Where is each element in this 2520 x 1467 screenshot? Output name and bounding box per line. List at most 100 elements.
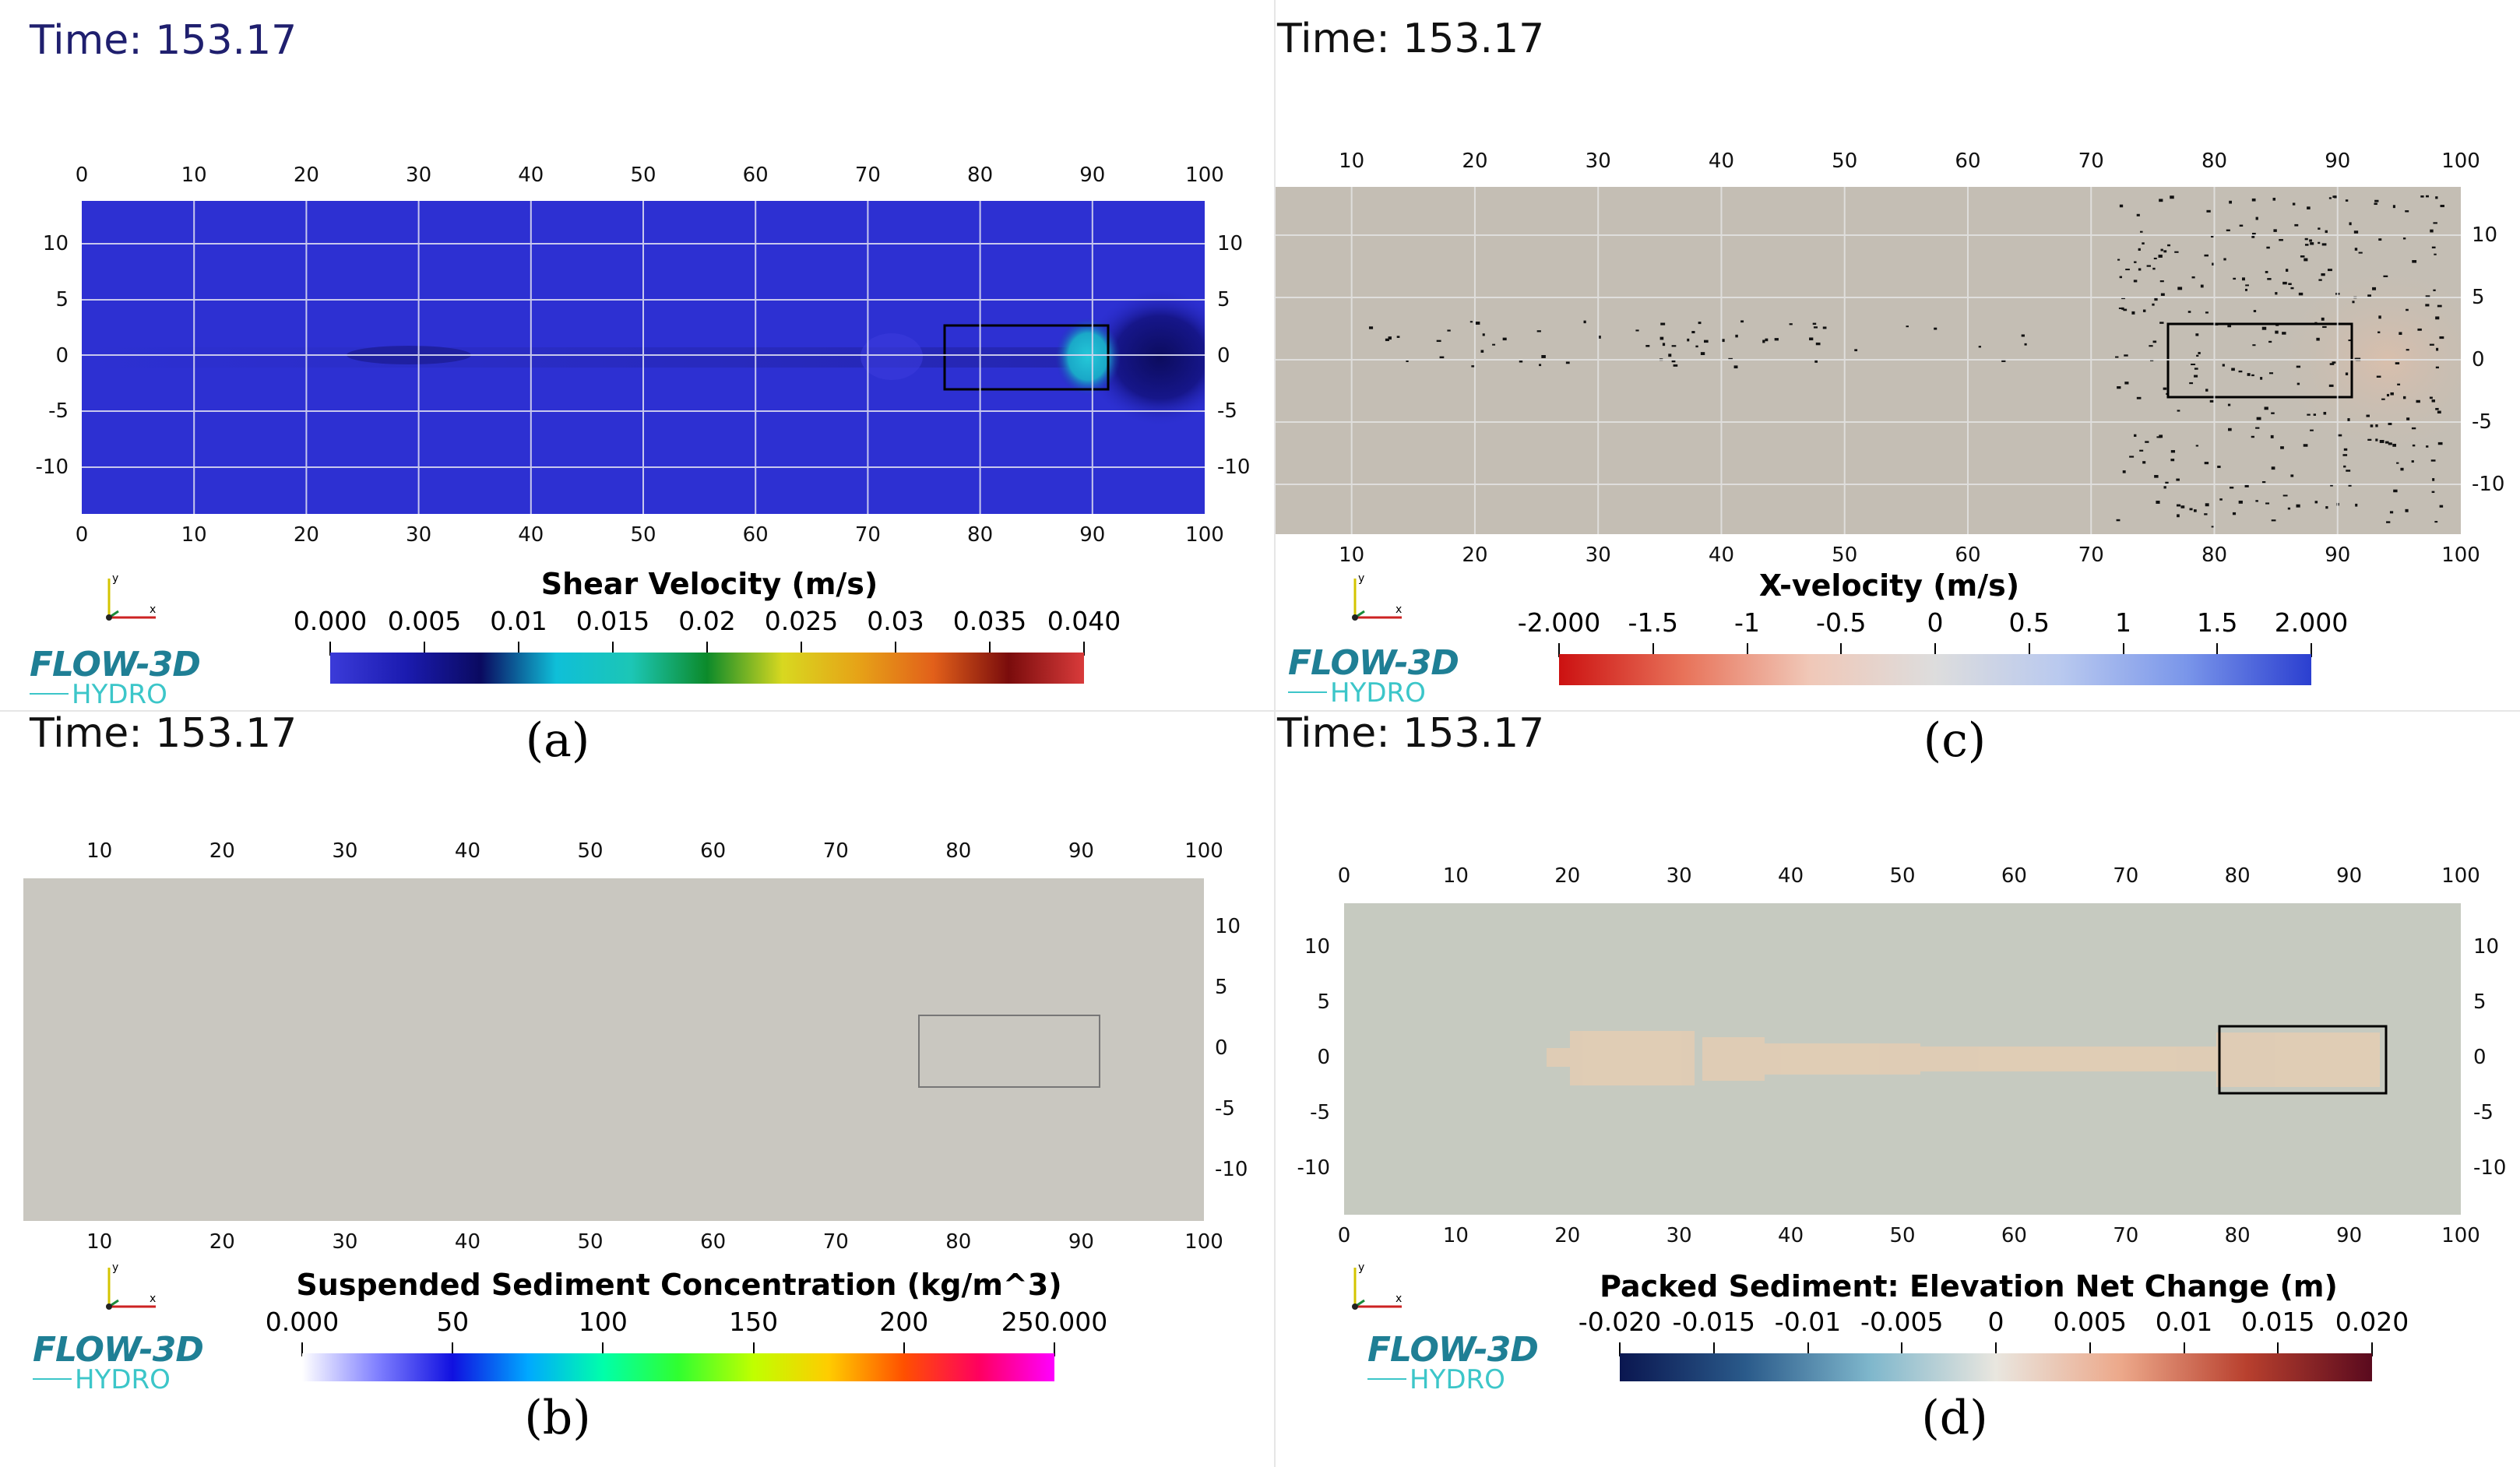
velocity-speck [2426, 445, 2429, 448]
logo-rule [1288, 691, 1327, 693]
velocity-speck [2142, 461, 2146, 464]
tick-label: 0 [1337, 1224, 1351, 1247]
tick-label: 90 [2336, 864, 2363, 888]
velocity-speck [1539, 364, 1542, 367]
velocity-speck [2412, 260, 2417, 263]
tick-label: 0 [2472, 348, 2485, 371]
tick-label: 90 [1079, 523, 1106, 547]
velocity-speck [2325, 230, 2328, 234]
tick-label: 0 [1317, 1046, 1330, 1069]
tick-label: -5 [1215, 1097, 1235, 1120]
tick-label: 10 [181, 523, 207, 547]
velocity-speck [2386, 521, 2391, 523]
vertical-divider [1274, 0, 1276, 1467]
tick-label: -5 [1217, 399, 1237, 424]
velocity-speck [1765, 338, 1769, 342]
velocity-speck [2390, 392, 2394, 396]
colorbar-title: X-velocity (m/s) [1758, 568, 2020, 603]
velocity-speck [2298, 292, 2304, 296]
velocity-speck [2159, 434, 2163, 438]
tick-label: 60 [742, 523, 769, 547]
velocity-speck [2195, 333, 2199, 336]
velocity-speck [2440, 204, 2444, 208]
velocity-speck [1480, 350, 1484, 353]
colorbar-tick-label: 1 [2115, 607, 2131, 638]
velocity-speck [2304, 244, 2309, 246]
velocity-speck [1368, 326, 1374, 329]
tick-label: 80 [2201, 544, 2228, 567]
velocity-speck [2332, 195, 2336, 199]
velocity-speck [2160, 293, 2165, 296]
velocity-speck [1854, 349, 1858, 352]
velocity-speck [2430, 229, 2434, 233]
velocity-speck [2239, 224, 2244, 227]
velocity-speck [2229, 200, 2232, 204]
velocity-speck [2145, 441, 2149, 443]
tick-label: 10 [2473, 935, 2500, 959]
velocity-speck [2233, 277, 2237, 280]
velocity-speck [2204, 462, 2209, 465]
velocity-speck [2332, 361, 2336, 364]
velocity-speck [2167, 244, 2171, 247]
velocity-speck [1671, 360, 1676, 363]
colorbar-tick-mark [1652, 643, 1654, 657]
velocity-speck [2223, 258, 2226, 261]
velocity-speck [2279, 238, 2283, 241]
svg-text:x: x [1396, 1293, 1402, 1305]
velocity-speck [2024, 343, 2027, 346]
tick-label: 30 [1666, 1224, 1692, 1247]
velocity-speck [2275, 330, 2279, 334]
velocity-speck [2244, 484, 2249, 487]
velocity-speck [2355, 503, 2358, 507]
velocity-speck [2280, 446, 2284, 449]
velocity-speck [2321, 243, 2327, 246]
colorbar-tick-mark [1995, 1342, 1997, 1356]
velocity-speck [2191, 276, 2195, 279]
velocity-speck [2303, 444, 2308, 447]
velocity-speck [2152, 303, 2155, 306]
velocity-speck [2425, 295, 2430, 298]
svg-text:x: x [1396, 603, 1402, 616]
velocity-speck [2198, 351, 2201, 354]
velocity-speck [2159, 199, 2163, 202]
tick-label: 90 [1068, 1230, 1094, 1254]
velocity-speck [1471, 365, 1475, 368]
tick-label: 90 [2325, 544, 2351, 567]
velocity-speck [2122, 470, 2126, 473]
velocity-speck [2124, 382, 2129, 385]
velocity-speck [2400, 467, 2404, 471]
tick-label: 10 [1215, 915, 1241, 938]
velocity-speck [1774, 338, 1779, 341]
colorbar-tick-label: 0.000 [265, 1307, 340, 1337]
velocity-speck [1541, 354, 1546, 358]
velocity-speck [2288, 283, 2292, 286]
velocity-speck [2149, 345, 2153, 347]
colorbar-title: Shear Velocity (m/s) [540, 567, 878, 601]
tick-label: 0 [55, 343, 69, 368]
colorbar [302, 1353, 1054, 1381]
velocity-speck [2353, 230, 2359, 234]
colorbar-tick-mark [2122, 643, 2124, 657]
velocity-speck [1482, 333, 1485, 336]
tick-label: 20 [293, 164, 319, 187]
velocity-speck [2325, 506, 2328, 509]
velocity-speck [2252, 344, 2256, 347]
panel-d: Time: 153.17 0 10 20 30 40 50 60 70 80 90 100 0 10 2… [1262, 701, 2520, 1467]
tick-label: -10 [1297, 1156, 1330, 1180]
velocity-speck [1436, 339, 1441, 343]
velocity-speck [2383, 275, 2388, 277]
velocity-speck [2435, 366, 2439, 369]
colorbar-tick-label: 0.040 [1047, 606, 1121, 636]
tick-label: 10 [42, 232, 69, 255]
svg-text:y: y [112, 572, 118, 585]
colorbar-tick-label: -1.5 [1628, 607, 1678, 638]
elevation-net-change-field [1344, 903, 2461, 1215]
velocity-speck [2374, 202, 2377, 206]
colorbar-tick-mark [2089, 1342, 2091, 1356]
tick-label: 10 [1339, 150, 1365, 173]
velocity-speck [1762, 339, 1765, 343]
velocity-speck [2384, 441, 2389, 444]
tick-label: -5 [2473, 1101, 2494, 1124]
velocity-speck [1439, 356, 1445, 359]
velocity-speck [2159, 322, 2164, 324]
